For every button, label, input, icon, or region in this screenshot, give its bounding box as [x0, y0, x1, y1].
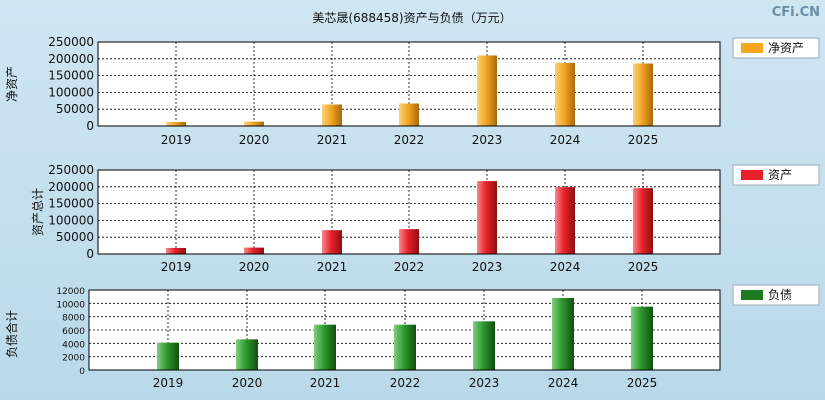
y-tick-label: 12000: [56, 287, 85, 297]
bar-2021: [322, 230, 342, 254]
x-tick-label: 2023: [472, 260, 503, 274]
y-tick-label: 10000: [56, 300, 85, 310]
y-tick-label: 2000: [62, 354, 85, 364]
bar-2019: [166, 247, 186, 254]
x-tick-label: 2025: [628, 133, 659, 147]
legend-swatch: [741, 290, 763, 300]
bar-2023: [477, 55, 497, 126]
y-tick-label: 0: [79, 367, 85, 377]
legend-label: 负债: [768, 288, 792, 302]
plot-border: [88, 289, 721, 371]
x-tick-label: 2019: [161, 260, 192, 274]
y-tick-label: 250000: [48, 35, 94, 49]
x-tick-label: 2019: [153, 376, 184, 390]
x-tick-label: 2022: [394, 260, 425, 274]
y-tick-label: 100000: [48, 85, 94, 99]
x-tick-label: 2022: [390, 376, 421, 390]
bar-2022: [399, 103, 419, 126]
x-tick-label: 2024: [550, 260, 581, 274]
x-tick-label: 2020: [239, 260, 270, 274]
y-tick-label: 150000: [48, 69, 94, 83]
bar-2025: [633, 63, 653, 126]
x-tick-label: 2023: [469, 376, 500, 390]
bar-2021: [314, 324, 336, 370]
y-tick-label: 50000: [56, 102, 94, 116]
y-tick-label: 4000: [62, 340, 85, 350]
legend-swatch: [741, 43, 763, 53]
bar-2024: [555, 187, 575, 254]
legend-label: 净资产: [768, 41, 804, 55]
plot-border: [97, 41, 721, 127]
x-tick-label: 2019: [161, 133, 192, 147]
plot-border: [97, 169, 721, 255]
bar-2024: [552, 298, 574, 370]
x-tick-label: 2021: [310, 376, 341, 390]
y-tick-label: 100000: [48, 213, 94, 227]
x-tick-label: 2021: [317, 260, 348, 274]
y-tick-label: 0: [86, 119, 94, 133]
x-tick-label: 2024: [550, 133, 581, 147]
bar-2020: [244, 121, 264, 126]
y-tick-label: 250000: [48, 163, 94, 177]
watermark: CFi.CN: [772, 5, 820, 20]
x-tick-label: 2025: [627, 376, 658, 390]
bar-2019: [166, 121, 186, 126]
y-tick-label: 0: [86, 247, 94, 261]
legend-swatch: [741, 170, 763, 180]
y-tick-label: 50000: [56, 230, 94, 244]
y-axis-label: 净资产: [5, 66, 19, 102]
bar-2021: [322, 104, 342, 126]
y-tick-label: 6000: [62, 327, 85, 337]
bar-2019: [157, 342, 179, 370]
bar-2020: [244, 247, 264, 254]
y-tick-label: 150000: [48, 197, 94, 211]
x-tick-label: 2020: [239, 133, 270, 147]
bar-2025: [631, 306, 653, 370]
x-tick-label: 2023: [472, 133, 503, 147]
bar-2023: [477, 181, 497, 254]
y-tick-label: 8000: [62, 314, 85, 324]
legend-label: 资产: [768, 168, 792, 182]
bar-2022: [399, 229, 419, 254]
bar-2020: [236, 339, 258, 370]
x-tick-label: 2024: [548, 376, 579, 390]
chart-title: 美芯晟(688458)资产与负债（万元）: [312, 11, 511, 25]
x-tick-label: 2021: [317, 133, 348, 147]
y-tick-label: 200000: [48, 52, 94, 66]
bar-2024: [555, 62, 575, 126]
x-tick-label: 2022: [394, 133, 425, 147]
y-tick-label: 200000: [48, 180, 94, 194]
y-axis-label: 资产总计: [31, 188, 45, 236]
x-tick-label: 2025: [628, 260, 659, 274]
x-tick-label: 2020: [232, 376, 263, 390]
y-axis-label: 负债合计: [4, 310, 19, 358]
bar-2023: [473, 321, 495, 370]
bar-2022: [394, 324, 416, 370]
bar-2025: [633, 188, 653, 254]
